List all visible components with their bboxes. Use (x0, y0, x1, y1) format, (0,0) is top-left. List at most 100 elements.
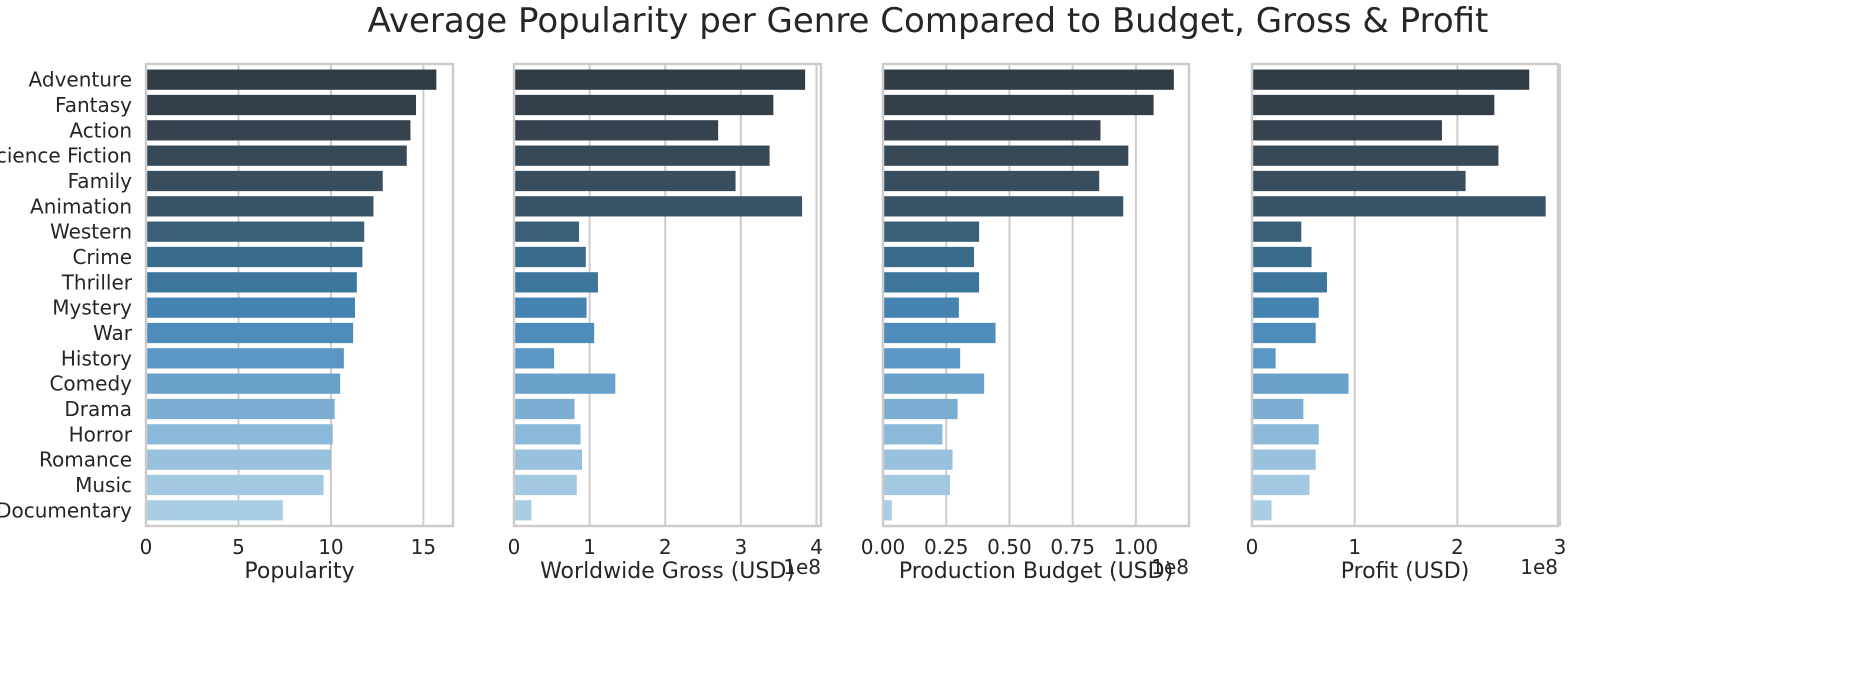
genre-label: Music (75, 473, 132, 497)
popularity-bar (146, 449, 331, 470)
popularity-bar (146, 297, 355, 318)
profit-bar (1252, 170, 1466, 192)
popularity-frame (144, 62, 455, 528)
popularity-bar (146, 322, 354, 344)
profit-bar (1252, 449, 1316, 470)
budget-tick-label: 0.25 (924, 535, 969, 559)
genre-label: Western (50, 220, 132, 244)
profit-tick-label: 0 (1246, 535, 1259, 559)
gross-offset-text: 1e8 (783, 555, 821, 579)
gross-bar (514, 145, 770, 166)
budget-bar (883, 69, 1174, 90)
genre-label: Science Fiction (0, 144, 132, 168)
popularity-bar (146, 94, 417, 116)
profit-bar (1252, 297, 1319, 318)
genre-label: Family (68, 169, 133, 193)
gross-bar (514, 120, 719, 141)
profit-bar (1252, 398, 1304, 420)
budget-bar (883, 94, 1154, 116)
popularity-bar (146, 196, 374, 217)
popularity-bar (146, 145, 407, 166)
gross-tick-label: 3 (734, 535, 747, 559)
budget-bar (883, 120, 1101, 141)
gross-bar (514, 272, 598, 293)
profit-bar (1252, 69, 1530, 90)
profit-bar (1252, 246, 1312, 268)
profit-tick-label: 1 (1348, 535, 1361, 559)
popularity-bar (146, 373, 341, 394)
genre-label: War (93, 321, 133, 345)
gross-tick-label: 1 (583, 535, 596, 559)
profit-bar (1252, 373, 1349, 394)
gross-bar (514, 348, 555, 369)
budget-bar (883, 348, 961, 369)
profit-bar (1252, 94, 1495, 116)
gross-bar (514, 322, 595, 344)
figure-title: Average Popularity per Genre Compared to… (368, 1, 1489, 41)
profit-bar (1252, 322, 1316, 344)
gross-frame (512, 62, 823, 528)
profit-axis-label: Profit (USD) (1341, 559, 1470, 584)
genre-label: Adventure (29, 68, 132, 92)
genre-label: History (61, 346, 132, 370)
popularity-bar (146, 500, 283, 521)
budget-bar (883, 500, 892, 521)
popularity-bar (146, 69, 437, 90)
genre-label: Thriller (61, 270, 133, 294)
gross-tick-label: 0 (508, 535, 521, 559)
popularity-bar (146, 120, 411, 141)
gross-axis-label: Worldwide Gross (USD) (540, 559, 795, 584)
popularity-axis-label: Popularity (244, 559, 354, 584)
gross-bar (514, 221, 580, 242)
genre-label: Crime (72, 245, 132, 269)
profit-frame (1250, 62, 1560, 528)
budget-bar (883, 221, 980, 242)
budget-offset-text: 1e8 (1151, 555, 1189, 579)
gross-tick-label: 2 (659, 535, 672, 559)
budget-bar (883, 398, 958, 420)
popularity-tick-label: 5 (232, 535, 245, 559)
profit-bar (1252, 221, 1302, 242)
gross-bar (514, 449, 583, 470)
gross-bar (514, 196, 803, 217)
budget-bar (883, 322, 996, 344)
budget-bar (883, 449, 953, 470)
genre-label: Mystery (52, 296, 132, 320)
budget-bar (883, 170, 1100, 192)
gross-bar (514, 94, 774, 116)
budget-bar (883, 424, 943, 445)
budget-axis-label: Production Budget (USD) (899, 559, 1173, 584)
panel-profit: 0 1 2 3 Profit (USD) 1e8 (1246, 62, 1566, 584)
genre-label: Action (69, 118, 132, 142)
gross-bar (514, 474, 577, 496)
budget-frame (881, 62, 1191, 528)
popularity-bar (146, 246, 363, 268)
budget-bar (883, 145, 1129, 166)
genre-label: Romance (39, 448, 132, 472)
budget-tick-label: 0.50 (987, 535, 1032, 559)
profit-bar (1252, 474, 1310, 496)
budget-bar (883, 272, 980, 293)
genre-label: Animation (30, 194, 132, 218)
gross-tick-label: 4 (810, 535, 823, 559)
gross-bar (514, 246, 586, 268)
gross-bar (514, 170, 736, 192)
profit-bar (1252, 145, 1499, 166)
popularity-bar (146, 170, 383, 192)
popularity-tick-label: 15 (411, 535, 436, 559)
genre-label: Drama (64, 397, 132, 421)
budget-tick-label: 1.00 (1114, 535, 1159, 559)
budget-tick-label: 0.75 (1050, 535, 1095, 559)
profit-offset-text: 1e8 (1520, 555, 1558, 579)
profit-bar (1252, 196, 1546, 217)
genre-label: Horror (69, 422, 133, 446)
popularity-bar (146, 398, 335, 420)
popularity-tick-label: 0 (140, 535, 153, 559)
gross-bar (514, 424, 581, 445)
genre-label: Fantasy (55, 93, 132, 117)
gross-bar (514, 500, 532, 521)
popularity-bar (146, 348, 344, 369)
gross-bar (514, 69, 806, 90)
